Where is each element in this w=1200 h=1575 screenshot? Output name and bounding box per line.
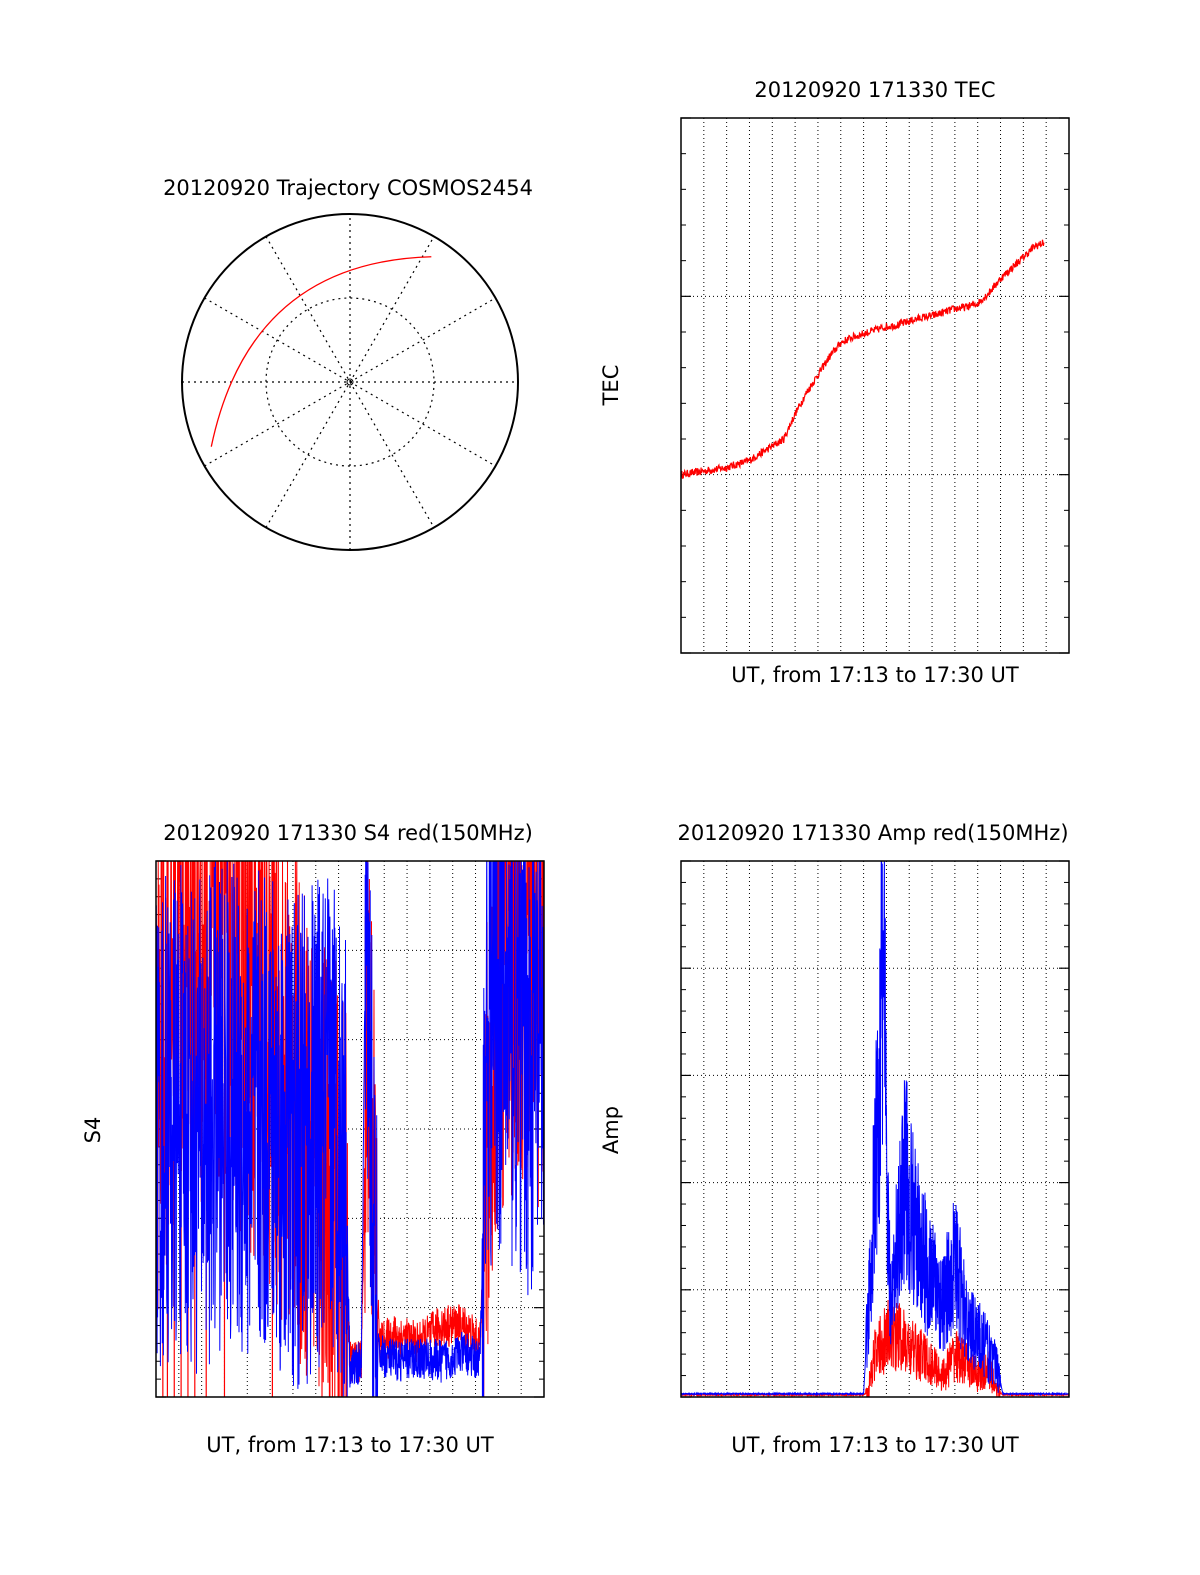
plot-frame xyxy=(680,860,1070,1398)
tec-plot-area xyxy=(680,117,1070,654)
tec-chart: 20120920 171330 TEC UT, from 17:13 to 17… xyxy=(599,78,1070,687)
series-line-red xyxy=(681,239,1045,479)
tec-ylabel: TEC xyxy=(599,365,623,407)
tec-title: 20120920 171330 TEC xyxy=(754,78,995,102)
amp-xlabel: UT, from 17:13 to 17:30 UT xyxy=(731,1433,1019,1457)
amp-title: 20120920 171330 Amp red(150MHz) xyxy=(677,821,1068,845)
polar-spoke-line xyxy=(265,236,435,528)
s4-chart: 20120920 171330 S4 red(150MHz) UT, from … xyxy=(81,821,545,1457)
polar-plot-area xyxy=(181,213,519,551)
series-line-red xyxy=(681,1296,1069,1397)
s4-ylabel: S4 xyxy=(81,1117,105,1144)
s4-title: 20120920 171330 S4 red(150MHz) xyxy=(163,821,533,845)
trajectory-track xyxy=(210,256,432,447)
amp-plot-area xyxy=(680,860,1070,1398)
series-line-blue xyxy=(681,861,1069,1397)
series-line-blue xyxy=(156,861,544,1397)
amp-chart: 20120920 171330 Amp red(150MHz) UT, from… xyxy=(599,821,1070,1457)
polar-title: 20120920 Trajectory COSMOS2454 xyxy=(163,176,533,200)
plot-frame xyxy=(680,117,1070,654)
tec-xlabel: UT, from 17:13 to 17:30 UT xyxy=(731,663,1019,687)
amp-ylabel: Amp xyxy=(599,1106,623,1154)
polar-trajectory-chart: 20120920 Trajectory COSMOS2454 xyxy=(163,176,533,551)
plot-frame xyxy=(155,860,545,1398)
s4-xlabel: UT, from 17:13 to 17:30 UT xyxy=(206,1433,494,1457)
s4-plot-area xyxy=(155,860,545,1398)
polar-center xyxy=(346,378,354,386)
